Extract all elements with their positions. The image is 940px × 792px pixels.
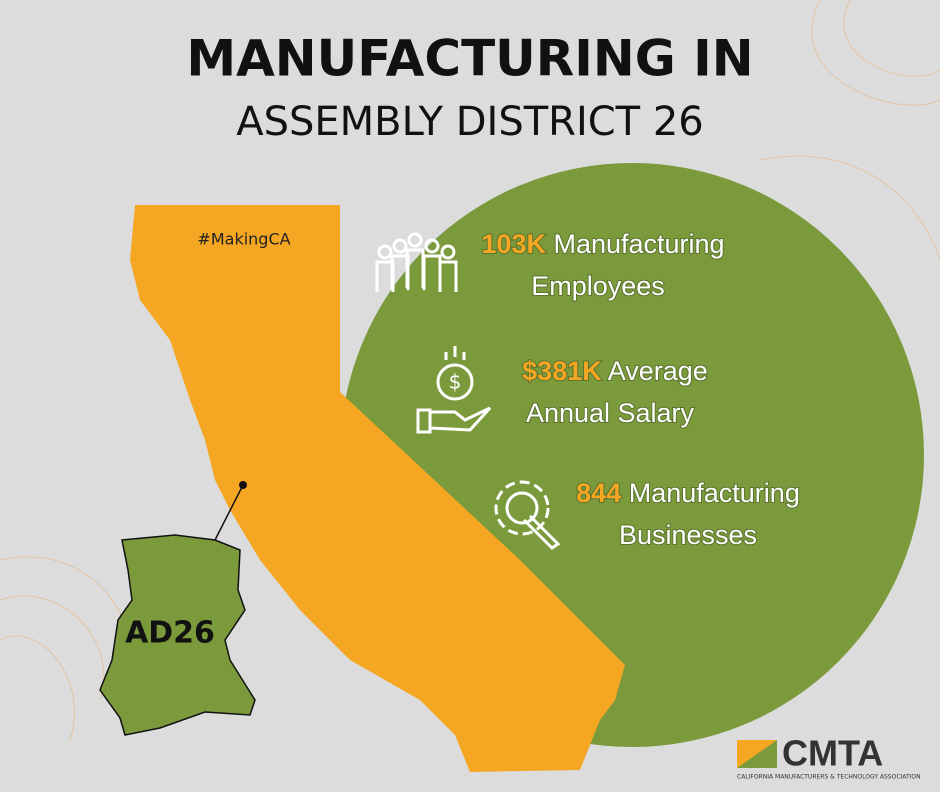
stat-line2: Businesses: [619, 520, 757, 550]
logo-tagline: CALIFORNIA MANUFACTURERS & TECHNOLOGY AS…: [737, 774, 921, 781]
stat-line1: $381K Average: [522, 356, 708, 386]
business-icon: [494, 480, 561, 550]
stat-line1: 844 Manufacturing: [576, 478, 800, 508]
title-line1: MANUFACTURING IN: [186, 30, 753, 88]
district-label: AD26: [125, 616, 215, 651]
stat-line1: 103K Manufacturing: [481, 229, 724, 259]
stat-value: $381K: [522, 356, 602, 386]
hashtag: #MakingCA: [197, 230, 290, 249]
stat-value: 844: [576, 478, 621, 508]
logo-mark-accent: [737, 740, 777, 768]
logo: CMTA CALIFORNIA MANUFACTURERS & TECHNOLO…: [737, 733, 921, 781]
california-map: [130, 205, 625, 772]
svg-text:$: $: [449, 370, 462, 394]
salary-icon: $: [416, 346, 492, 434]
logo-name: CMTA: [782, 733, 883, 774]
stat-label: Manufacturing: [553, 229, 724, 259]
stat-label: Manufacturing: [629, 478, 800, 508]
stat-line2: Annual Salary: [526, 398, 695, 428]
pointer-dot: [239, 481, 247, 489]
title-line2: ASSEMBLY DISTRICT 26: [236, 99, 703, 145]
stat-value: 103K: [481, 229, 546, 259]
stat-line2: Employees: [531, 271, 665, 301]
workers-icon: [375, 232, 458, 292]
district-map: [99, 534, 256, 736]
pointer-line: [214, 484, 244, 541]
stat-label: Average: [608, 356, 708, 386]
